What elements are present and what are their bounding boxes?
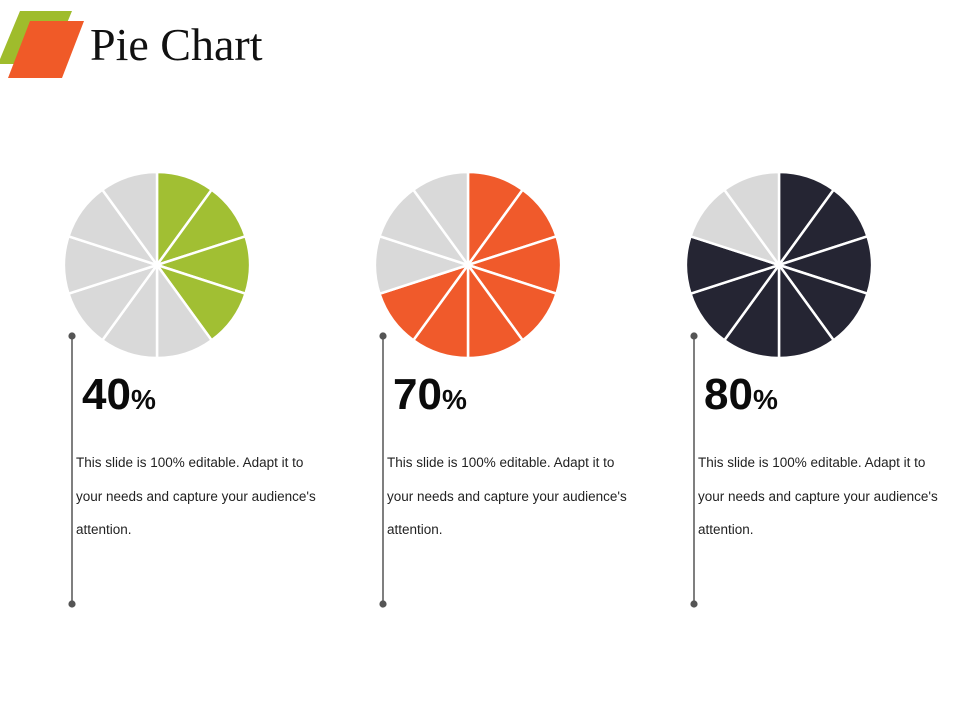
logo-front-parallelogram	[8, 21, 84, 78]
percent-number: 80	[704, 370, 753, 419]
percent-sign: %	[130, 384, 156, 415]
percent-number: 70	[393, 370, 442, 419]
description-text-1: This slide is 100% editable. Adapt it to…	[76, 455, 316, 537]
leader-line-3	[690, 332, 698, 608]
pie-chart-1	[65, 170, 252, 360]
page-title: Pie Chart	[90, 19, 263, 70]
pie-chart-2	[376, 170, 563, 360]
pie-panel-3: 80% This slide is 100% editable. Adapt i…	[687, 170, 960, 620]
leader-line-2	[379, 332, 387, 608]
percent-value-2: 70%	[393, 370, 467, 420]
pie-slice-empty	[101, 170, 159, 267]
leader-line-1	[68, 332, 76, 608]
pie-slice-empty	[723, 170, 781, 267]
percent-sign: %	[752, 384, 778, 415]
pie-panel-1: 40% This slide is 100% editable. Adapt i…	[65, 170, 365, 620]
percent-number: 40	[82, 370, 131, 419]
pie-panel-2: 70% This slide is 100% editable. Adapt i…	[376, 170, 676, 620]
pie-slice-empty	[412, 170, 470, 267]
description-text-3: This slide is 100% editable. Adapt it to…	[698, 455, 938, 537]
logo-icon	[0, 11, 84, 78]
percent-sign: %	[441, 384, 467, 415]
description-text-2: This slide is 100% editable. Adapt it to…	[387, 455, 627, 537]
pie-chart-3	[687, 170, 874, 360]
percent-value-3: 80%	[704, 370, 778, 420]
percent-value-1: 40%	[82, 370, 156, 420]
